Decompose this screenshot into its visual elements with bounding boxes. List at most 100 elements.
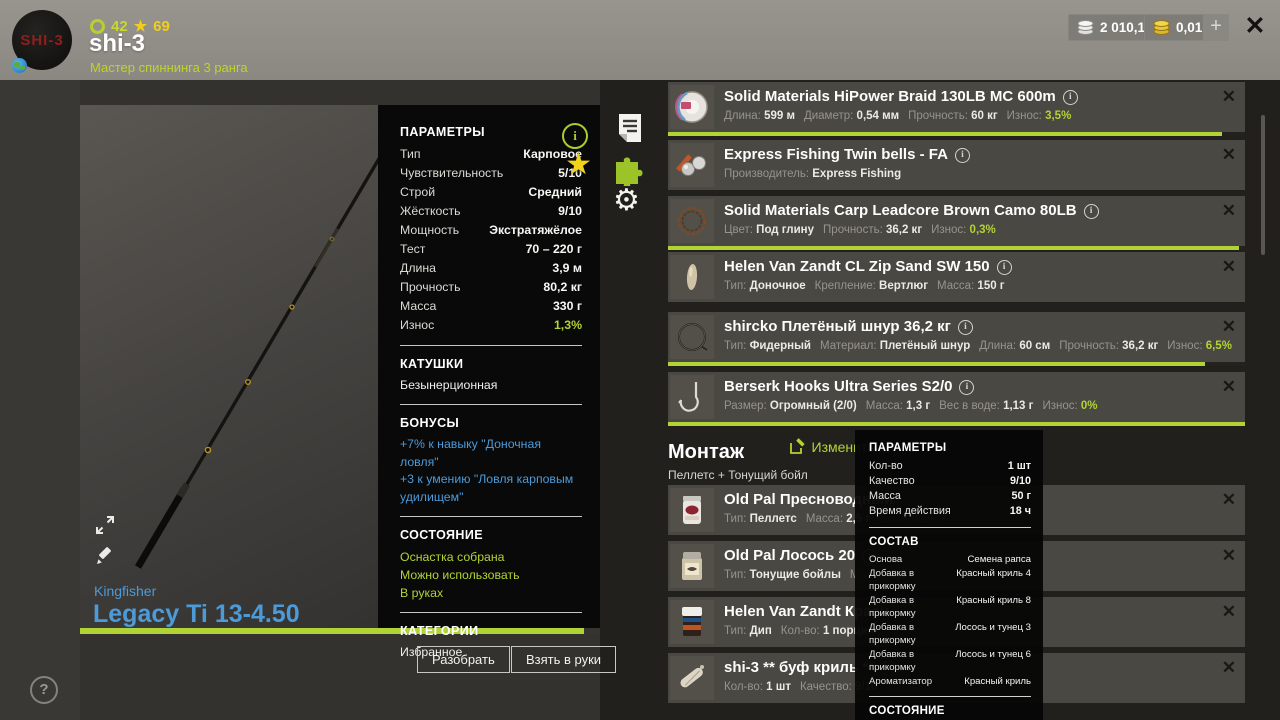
parameter-row: Строй Средний <box>400 185 582 199</box>
take-in-hands-button[interactable]: Взять в руки <box>511 646 617 673</box>
gold-coins-icon <box>1153 20 1170 35</box>
inventory-item-row[interactable]: Solid Materials HiPower Braid 130LB MC 6… <box>668 82 1245 136</box>
close-icon[interactable]: ✕ <box>1244 12 1266 40</box>
wear-bar <box>668 362 1245 366</box>
item-stats: Тип: Доночное Крепление: Вертлюг Масса: 15… <box>724 280 1005 292</box>
inventory-item-row[interactable]: Helen Van Zandt CL Zip Sand SW 150 i Тип: … <box>668 252 1245 302</box>
gold-balance[interactable]: 0,01 <box>1144 14 1211 41</box>
scrollbar-thumb[interactable] <box>1261 115 1265 255</box>
info-icon[interactable]: i <box>996 260 1012 275</box>
remove-item-button[interactable]: ✕ <box>1221 377 1236 396</box>
inventory-item-row[interactable]: Express Fishing Twin bells - FA i Производ… <box>668 140 1245 190</box>
disassemble-button[interactable]: Разобрать <box>417 646 510 673</box>
item-title: Solid Materials HiPower Braid 130LB MC 6… <box>724 88 1078 105</box>
tooltip-row: Основа Семена рапса <box>869 554 1031 565</box>
parameter-row: Масса 330 г <box>400 299 582 313</box>
inventory-item-row[interactable]: Solid Materials Carp Leadcore Brown Camo… <box>668 196 1245 250</box>
remove-item-button[interactable]: ✕ <box>1221 490 1236 509</box>
item-title: Old Pal Пресноводный <box>724 491 894 508</box>
remove-item-button[interactable]: ✕ <box>1221 546 1236 565</box>
categories-value: Избранное <box>400 645 463 659</box>
info-icon[interactable]: i <box>959 380 975 395</box>
leadcore-thumbnail-icon <box>670 199 714 243</box>
info-icon[interactable]: i <box>954 148 970 163</box>
player-name: shi-3 <box>89 30 146 57</box>
jar-dark-thumbnail-icon <box>670 600 714 644</box>
bonus-line: +3 к умению "Ловля карповым удилищем" <box>400 472 574 504</box>
item-stats: Производитель: Express Fishing <box>724 168 902 180</box>
notes-icon[interactable] <box>615 112 645 144</box>
remove-item-button[interactable]: ✕ <box>1221 87 1236 106</box>
divider <box>400 516 582 517</box>
item-stats: Длина: 599 м Диаметр: 0,54 мм Прочность: 6… <box>724 110 1072 122</box>
info-icon[interactable]: i <box>562 123 588 149</box>
bonuses-list: +7% к навыку "Доночная ловля" +3 к умению… <box>400 436 582 506</box>
divider <box>400 345 582 346</box>
help-icon[interactable]: ? <box>30 676 58 704</box>
stars-count: 69 <box>153 17 170 35</box>
rod-model: Legacy Ti 13-4.50 <box>93 600 300 628</box>
top-bar: SHI-3 42 ★ 69 shi-3 Мастер спиннинга 3 р… <box>0 0 1280 80</box>
tooltip-row: Добавка в прикормку Лосось и тунец 3 <box>869 621 1031 647</box>
parameter-row: Жёсткость 9/10 <box>400 204 582 218</box>
tooltip-row: Ароматизатор Красный криль <box>869 675 1031 687</box>
remove-item-button[interactable]: ✕ <box>1221 317 1236 336</box>
favorite-star-icon[interactable]: ★ <box>565 148 592 181</box>
item-stats: Тип: Фидерный Материал: Плетёный шнур Длин… <box>724 340 1232 352</box>
divider <box>869 696 1031 697</box>
info-icon[interactable]: i <box>957 320 973 335</box>
bells-thumbnail-icon <box>670 143 714 187</box>
parameter-row: Длина 3,9 м <box>400 261 582 275</box>
remove-item-button[interactable]: ✕ <box>1221 145 1236 164</box>
inventory-item-row[interactable]: Berserk Hooks Ultra Series S2/0 i Размер: … <box>668 372 1245 426</box>
fishing-rod-image <box>134 157 378 569</box>
parameter-row: Тест 70 – 220 г <box>400 242 582 256</box>
item-title: Solid Materials Carp Leadcore Brown Camo… <box>724 202 1099 219</box>
tooltip-row: Масса 50 г <box>869 490 1031 502</box>
hook-thumbnail-icon <box>670 375 714 419</box>
puzzle-icon[interactable] <box>610 150 650 186</box>
info-icon[interactable]: i <box>1083 204 1099 219</box>
remove-item-button[interactable]: ✕ <box>1221 201 1236 220</box>
silver-coins-icon <box>1077 20 1094 35</box>
left-column-background <box>0 80 80 720</box>
leader-thumbnail-icon <box>670 315 714 359</box>
globe-badge-icon <box>12 58 27 73</box>
item-tooltip: ПАРАМЕТРЫ Кол-во 1 шт Качество 9/10 Масса 50 … <box>855 430 1043 720</box>
expand-icon[interactable] <box>94 514 116 536</box>
reels-value: Безынерционная <box>400 378 498 392</box>
parameter-row: Мощность Экстратяжёлое <box>400 223 582 237</box>
silver-amount: 2 010,17 <box>1100 20 1153 35</box>
star-icon: ★ <box>133 18 148 35</box>
item-title: Helen Van Zandt CL Zip Sand SW 150 i <box>724 258 1012 275</box>
parameter-row: Прочность 80,2 кг <box>400 280 582 294</box>
jar-beige-thumbnail-icon <box>670 544 714 588</box>
bonus-line: +7% к навыку "Доночная ловля" <box>400 437 541 469</box>
inventory-item-row[interactable]: shircko Плетёный шнур 36,2 кг i Тип: Фидер… <box>668 312 1245 366</box>
edit-pencil-icon[interactable] <box>94 545 116 567</box>
parameter-row: Чувствительность 5/10 <box>400 166 582 180</box>
state-section-title: СОСТОЯНИЕ <box>400 528 483 542</box>
add-funds-button[interactable]: + <box>1203 14 1229 41</box>
tooltip-row: Время действия 18 ч <box>869 505 1031 517</box>
remove-item-button[interactable]: ✕ <box>1221 602 1236 621</box>
info-icon[interactable]: i <box>1062 90 1078 105</box>
gear-icon[interactable]: ⚙ <box>613 184 640 217</box>
rod-photo-panel: Kingfisher Legacy Ti 13-4.50 <box>80 105 378 628</box>
bonuses-section-title: БОНУСЫ <box>400 416 460 430</box>
montage-subtitle: Пеллетс + Тонущий бойл <box>668 468 808 482</box>
wear-bar <box>668 132 1245 136</box>
remove-item-button[interactable]: ✕ <box>1221 658 1236 677</box>
parameters-list: Тип Карповое Чувствительность 5/10 Строй Сред… <box>400 145 582 335</box>
montage-title: Монтаж <box>668 441 745 463</box>
spool-thumbnail-icon <box>670 85 714 129</box>
remove-item-button[interactable]: ✕ <box>1221 257 1236 276</box>
jar-white-thumbnail-icon <box>670 488 714 532</box>
rod-brand: Kingfisher <box>94 583 157 599</box>
wear-bar <box>668 246 1245 250</box>
avatar-label: SHI-3 <box>20 31 64 49</box>
item-title: Berserk Hooks Ultra Series S2/0 i <box>724 378 975 395</box>
tooltip-row: Добавка в прикормку Красный криль 8 <box>869 594 1031 620</box>
item-title: shircko Плетёный шнур 36,2 кг i <box>724 318 973 335</box>
